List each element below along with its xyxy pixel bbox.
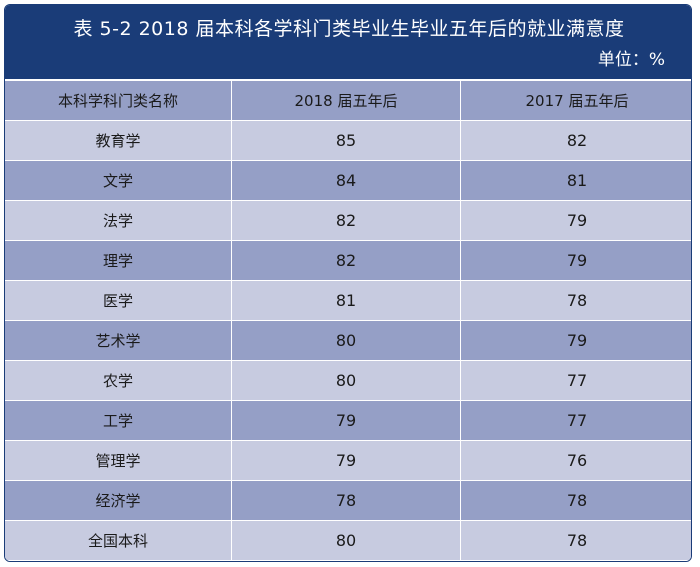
row-2018-value-cell: 85	[232, 121, 461, 160]
row-name-cell: 医学	[5, 281, 232, 320]
row-2018-value-cell: 82	[232, 201, 461, 240]
row-2018-value-cell: 80	[232, 361, 461, 400]
table-row: 艺术学 80 79	[5, 321, 691, 361]
table-row: 管理学 79 76	[5, 441, 691, 481]
table-row: 医学 81 78	[5, 281, 691, 321]
row-2018-value-cell: 79	[232, 441, 461, 480]
row-name-cell: 工学	[5, 401, 232, 440]
table-row: 全国本科 80 78	[5, 521, 691, 561]
row-2017-value-cell: 77	[566, 371, 588, 390]
table-row: 法学 82 79	[5, 201, 691, 241]
row-2018-value-cell: 80	[232, 321, 461, 360]
column-header-name: 本科学科门类名称	[5, 81, 232, 120]
row-2017-value-cell: 79	[566, 331, 588, 350]
row-name-cell: 文学	[5, 161, 232, 200]
table-frame: 表 5-2 2018 届本科各学科门类毕业生毕业五年后的就业满意度 单位：% 本…	[4, 4, 692, 562]
row-name-cell: 艺术学	[5, 321, 232, 360]
table-row: 工学 79 77	[5, 401, 691, 441]
table-row: 理学 82 79	[5, 241, 691, 281]
row-name-cell: 理学	[5, 241, 232, 280]
table-header-band: 表 5-2 2018 届本科各学科门类毕业生毕业五年后的就业满意度 单位：%	[5, 5, 691, 79]
row-2017-value-cell: 78	[566, 531, 588, 550]
table-row: 农学 80 77	[5, 361, 691, 401]
column-header-2018: 2018 届五年后	[232, 81, 461, 120]
table-title: 表 5-2 2018 届本科各学科门类毕业生毕业五年后的就业满意度	[73, 18, 625, 40]
row-2018-value-cell: 80	[232, 521, 461, 560]
row-2017-value-cell: 79	[566, 211, 588, 230]
row-2017-value-cell: 77	[566, 411, 588, 430]
row-2018-value-cell: 81	[232, 281, 461, 320]
row-2018-value-cell: 82	[232, 241, 461, 280]
unit-label: 单位：%	[597, 50, 665, 70]
table-row: 教育学 85 82	[5, 121, 691, 161]
row-2017-value-cell: 78	[566, 491, 588, 510]
table-row: 经济学 78 78	[5, 481, 691, 521]
row-name-cell: 经济学	[5, 481, 232, 520]
satisfaction-table: 本科学科门类名称 2018 届五年后 2017 届五年后 教育学 85 82 文学 84…	[5, 81, 691, 561]
table-body: 教育学 85 82 文学 84 81 法学 82 79 理学 82 79 医学 81 78 艺术学 80 79 农学…	[5, 121, 691, 561]
row-2017-value-cell: 82	[566, 131, 588, 150]
row-2018-value-cell: 79	[232, 401, 461, 440]
row-2017-value-cell: 78	[566, 291, 588, 310]
row-2017-value-cell: 76	[566, 451, 588, 470]
row-2017-value-cell: 81	[566, 171, 588, 190]
row-name-cell: 法学	[5, 201, 232, 240]
row-name-cell: 教育学	[5, 121, 232, 160]
row-name-cell: 全国本科	[5, 521, 232, 560]
table-row: 文学 84 81	[5, 161, 691, 201]
column-header-2017: 2017 届五年后	[525, 92, 629, 110]
row-2017-value-cell: 79	[566, 251, 588, 270]
column-header-row: 本科学科门类名称 2018 届五年后 2017 届五年后	[5, 81, 691, 121]
row-name-cell: 农学	[5, 361, 232, 400]
row-name-cell: 管理学	[5, 441, 232, 480]
row-2018-value-cell: 78	[232, 481, 461, 520]
row-2018-value-cell: 84	[232, 161, 461, 200]
